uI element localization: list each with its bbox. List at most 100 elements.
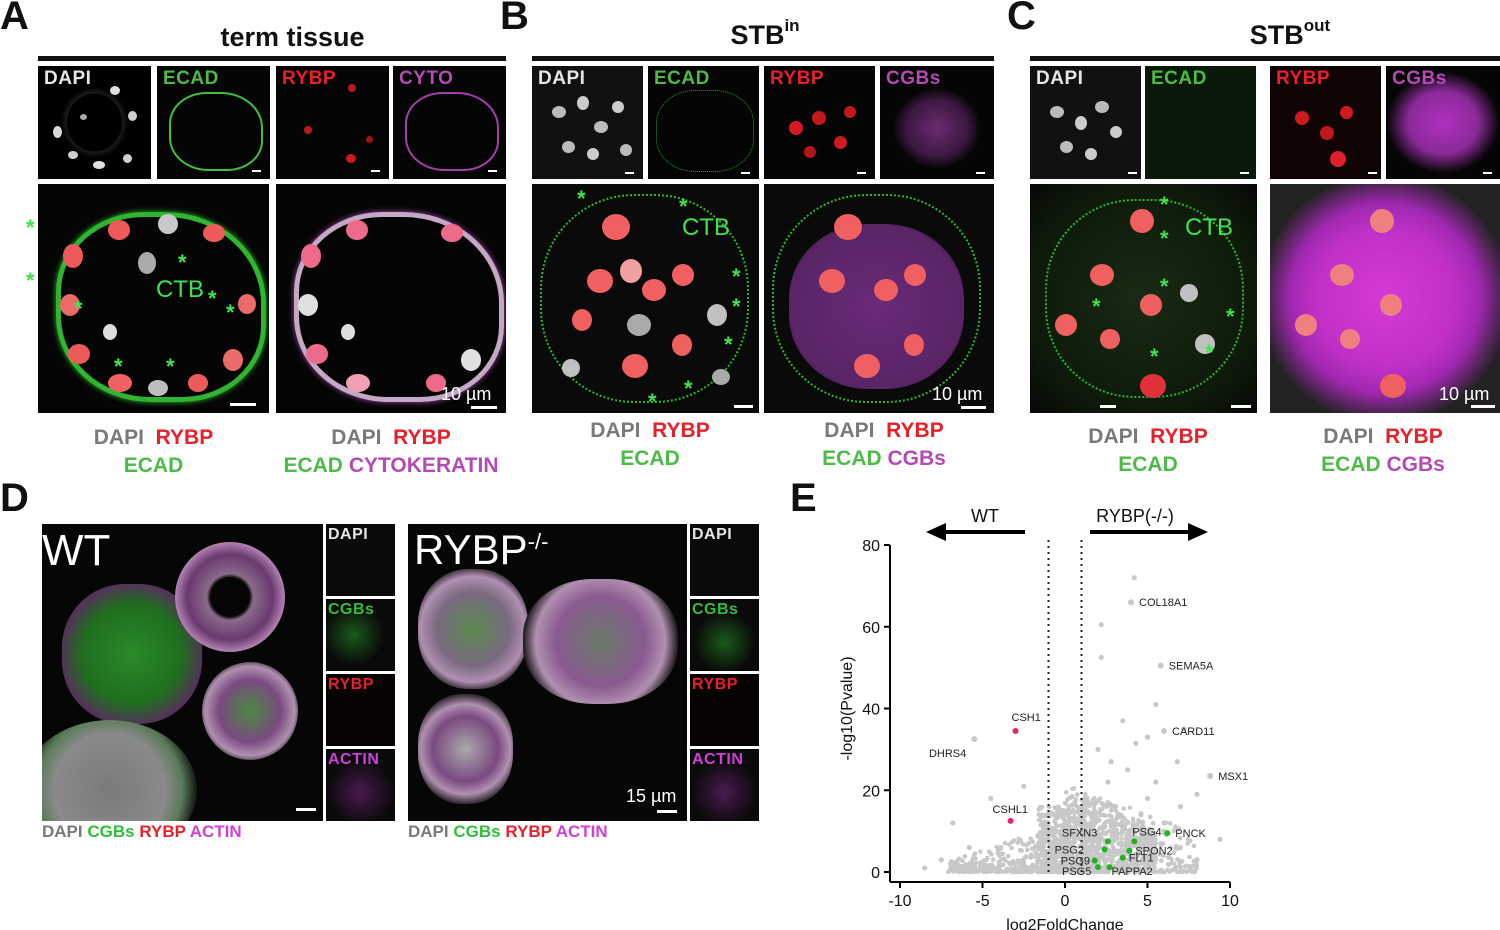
a-main-right: 10 µm [276,184,506,413]
c-tile-dapi: DAPI [1030,66,1141,179]
a-asterisk: * [208,286,217,311]
data-point [1181,726,1187,732]
a-tile-cyto: CYTO [393,66,506,179]
b-tile-ecad: ECAD [648,66,759,179]
gene-label-col18a1: COL18A1 [1139,597,1187,609]
c-scale-bar-left [1231,405,1251,408]
gene-label-spon2: SPON2 [1135,846,1172,858]
gene-label-dhrs4: DHRS4 [929,748,966,760]
data-point [1177,804,1184,810]
panel-letter-a: A [0,0,29,38]
a-tile-rybp-label: RYBP [282,68,337,89]
d-wt-side-dapi: DAPI [326,524,395,596]
a-legend-left: DAPI RYBP ECAD [93,426,214,477]
gene-label-psg4: PSG4 [1132,826,1161,838]
b-asterisk: * [679,194,688,219]
c-scale-bar [1471,405,1495,408]
gene-label-pappa2: PAPPA2 [1112,866,1153,878]
x-tick-label: 5 [1143,893,1152,910]
a-legend-right: DAPI RYBP ECAD CYTOKERATIN [283,426,499,477]
b-asterisk: * [577,186,586,211]
gene-label-csh1: CSH1 [1012,712,1041,724]
gene-point-msx1 [1207,772,1214,779]
a-outer-asterisk-2: * [26,268,35,293]
b-asterisk: * [732,264,741,289]
b-legend-left: DAPI RYBP ECAD [590,419,710,470]
data-point [1120,718,1126,724]
gene-point-sema5a [1157,662,1164,669]
a-tile-dapi: DAPI [38,66,151,179]
d-wt-main: WT [42,524,323,821]
data-point [1161,820,1167,826]
d-wt-label: WT [42,526,111,575]
a-asterisk: * [178,250,187,275]
b-tile-dapi-label: DAPI [538,68,586,89]
d-ko-scale-bar [657,810,677,813]
c-tile-rybp: RYBP [1270,66,1381,179]
data-point [1098,622,1104,628]
b-tile-cgbs: CGBs [880,66,994,179]
a-scale-label: 10 µm [441,384,492,404]
data-point [1177,844,1184,851]
c-main-left: CTB * * * * * * * [1030,184,1257,413]
c-scale-label: 10 µm [1439,384,1490,404]
c-tile-ecad: ECAD [1145,66,1256,179]
a-scale-bar [471,406,497,409]
b-tile-rybp-label: RYBP [770,68,825,89]
data-point [1095,746,1101,752]
c-asterisk: * [1160,274,1169,299]
panel-letter-c: C [1007,0,1036,38]
a-tile-cyto-label: CYTO [399,68,454,89]
d-wt-side-actin: ACTIN [326,749,395,821]
c-tile-ecad-label: ECAD [1151,68,1207,89]
panel-b-title: STBin [730,16,800,50]
data-point [1098,654,1104,661]
b-scale-label: 10 µm [932,384,983,404]
a-main-left: CTB * * * * * * [38,184,269,413]
b-asterisk: * [724,332,733,357]
c-legend-left: DAPI RYBP ECAD [1088,425,1208,476]
b-scale-bar [961,406,986,409]
gene-label-flt1: FLT1 [1129,853,1154,865]
arrow-right-label: RYBP(-/-) [1096,506,1174,526]
d-ko-side-dapi-label: DAPI [692,526,733,543]
c-scale-bar-small [1100,405,1116,408]
gene-label-card11: CARD11 [1172,726,1215,738]
data-point [1111,804,1118,810]
d-wt-side-cgbs: CGBs [326,599,395,671]
b-scale-bar-left [734,405,753,408]
x-tick-label: 10 [1221,893,1239,910]
panel-letter-b: B [500,0,529,38]
c-tile-cgbs-label: CGBs [1392,68,1447,89]
gene-label-psg5: PSG5 [1062,866,1091,878]
d-wt-side-cgbs-label: CGBs [328,601,375,618]
d-ko-side-rybp: RYBP [690,674,759,746]
gene-label-cshl1: CSHL1 [993,804,1028,816]
d-ko-side-actin: ACTIN [690,749,759,821]
a-tile-dapi-label: DAPI [44,68,92,89]
panel-a-title-rule [38,56,506,61]
gene-point-psg5 [1095,864,1101,871]
d-ko-side-actin-label: ACTIN [692,751,744,768]
data-point [922,865,928,871]
y-tick-label: 80 [862,538,880,555]
d-ko-side-rybp-label: RYBP [692,676,738,693]
c-main-right: 10 µm [1270,184,1500,413]
c-asterisk: * [1226,304,1235,329]
d-wt-side-dapi-label: DAPI [328,526,369,543]
gene-point-sfxn3 [1104,838,1111,845]
a-ctb-label: CTB [156,276,204,303]
b-asterisk: * [684,376,693,401]
d-ko-side-dapi: DAPI [690,524,759,596]
gene-point-pnck [1164,830,1171,837]
b-ctb-label: CTB [682,214,730,241]
panel-letter-e: E [790,476,817,520]
d-wt-side-rybp-label: RYBP [328,676,374,693]
b-main-right: 10 µm [764,184,994,413]
c-tile-rybp-label: RYBP [1276,68,1331,89]
d-ko-main: RYBP-/- 15 µm [408,524,687,821]
gene-point-psg9 [1091,857,1098,864]
gene-point-dhrs4 [971,736,978,743]
data-point [1153,701,1159,708]
x-axis-title: log2FoldChange [1006,917,1124,930]
